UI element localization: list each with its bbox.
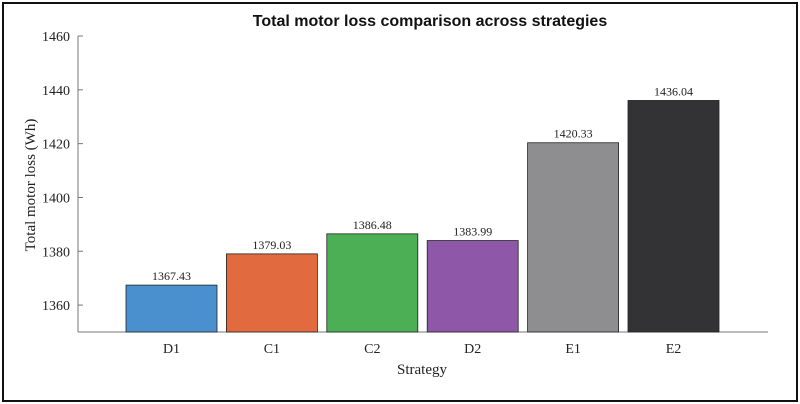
bar-d2 — [426, 240, 519, 333]
category-labels: D1 C1 C2 D2 E1 E2 — [163, 342, 681, 357]
category-label-d1: D1 — [163, 342, 180, 357]
bar-c2 — [326, 233, 419, 333]
chart-title: Total motor loss comparison across strat… — [253, 13, 608, 30]
category-label-c2: C2 — [364, 342, 380, 357]
data-label-d1: 1367.43 — [152, 269, 191, 283]
category-label-e2: E2 — [666, 342, 682, 357]
y-axis-label: Total motor loss (Wh) — [23, 119, 39, 252]
data-label-e2: 1436.04 — [654, 84, 693, 98]
y-tick-label: 1400 — [42, 191, 70, 206]
y-tick-label: 1460 — [42, 30, 70, 45]
bars — [125, 100, 720, 333]
x-axis-label: Strategy — [397, 362, 447, 378]
category-label-e1: E1 — [565, 342, 581, 357]
data-label-c1: 1379.03 — [252, 238, 291, 252]
bar-e2 — [627, 100, 720, 333]
bar-d1 — [125, 284, 218, 333]
bar-c1 — [225, 253, 318, 333]
y-tick-label: 1440 — [42, 84, 70, 99]
data-labels: 1367.43 1379.03 1386.48 1383.99 1420.33 1436.… — [152, 84, 693, 283]
y-tick-label: 1380 — [42, 245, 70, 260]
y-tick-label: 1360 — [42, 299, 70, 314]
category-label-d2: D2 — [464, 342, 481, 357]
y-tick-label: 1420 — [42, 138, 70, 153]
bar-e1 — [527, 142, 619, 333]
data-label-d2: 1383.99 — [453, 225, 492, 239]
y-axis: 1360 1380 1400 1420 1440 1460 — [42, 30, 83, 332]
data-label-e1: 1420.33 — [554, 127, 593, 141]
data-label-c2: 1386.48 — [353, 218, 392, 232]
category-label-c1: C1 — [264, 342, 280, 357]
